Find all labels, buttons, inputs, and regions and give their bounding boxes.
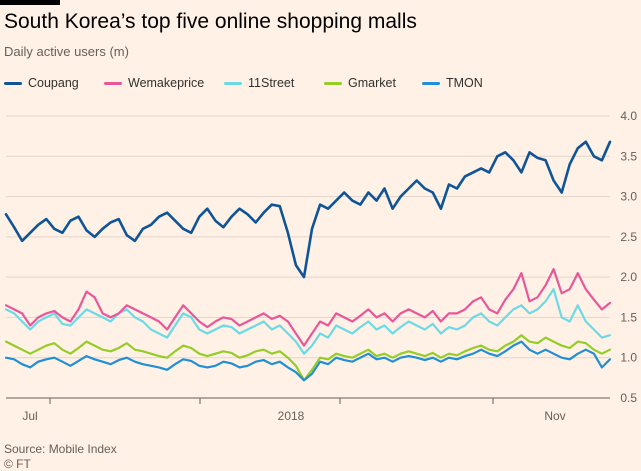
- x-axis: Jul 2018 Nov: [22, 398, 566, 423]
- series-line-tmon: [4, 340, 612, 382]
- credit-note: © FT: [4, 457, 31, 471]
- legend-swatch-11street: [224, 82, 242, 85]
- legend-label-coupang: Coupang: [28, 76, 79, 90]
- legend-swatch-coupang: [4, 82, 22, 85]
- legend-label-11street: 11Street: [248, 76, 295, 90]
- series-lines: [4, 140, 612, 382]
- source-note: Source: Mobile Index: [4, 442, 117, 456]
- y-tick-label-4.0: 4.0: [620, 109, 637, 123]
- y-tick-label-1.5: 1.5: [620, 310, 637, 324]
- y-tick-label-2.5: 2.5: [620, 230, 637, 244]
- y-tick-label-3.5: 3.5: [620, 149, 637, 163]
- legend-swatch-gmarket: [324, 82, 342, 85]
- ft-brand-bar: [0, 0, 60, 5]
- legend-swatch-tmon: [422, 82, 440, 85]
- series-line-gmarket: [4, 334, 612, 382]
- x-tick-label-2018: 2018: [278, 409, 305, 423]
- x-tick-label-nov: Nov: [544, 409, 565, 423]
- grid-lines: [6, 115, 610, 399]
- legend-label-wemakeprice: Wemakeprice: [128, 76, 205, 90]
- y-tick-label-3.0: 3.0: [620, 190, 637, 204]
- x-tick-label-jul: Jul: [22, 409, 37, 423]
- legend-swatch-wemakeprice: [104, 82, 122, 85]
- legend-label-tmon: TMON: [446, 76, 483, 90]
- series-line-wemakeprice: [4, 268, 612, 347]
- y-tick-label-1.0: 1.0: [620, 351, 637, 365]
- y-axis: 0.5 1.0 1.5 2.0 2.5 3.0 3.5 4.0: [620, 109, 637, 405]
- series-line-11street: [4, 288, 612, 355]
- chart-subtitle: Daily active users (m): [4, 44, 129, 59]
- chart-title: South Korea’s top five online shopping m…: [4, 10, 417, 33]
- y-tick-label-2.0: 2.0: [620, 270, 637, 284]
- y-tick-label-0.5: 0.5: [620, 391, 637, 405]
- legend-label-gmarket: Gmarket: [348, 76, 396, 90]
- chart-legend: Coupang Wemakeprice 11Street Gmarket TMO…: [4, 76, 604, 92]
- series-line-coupang: [4, 140, 612, 279]
